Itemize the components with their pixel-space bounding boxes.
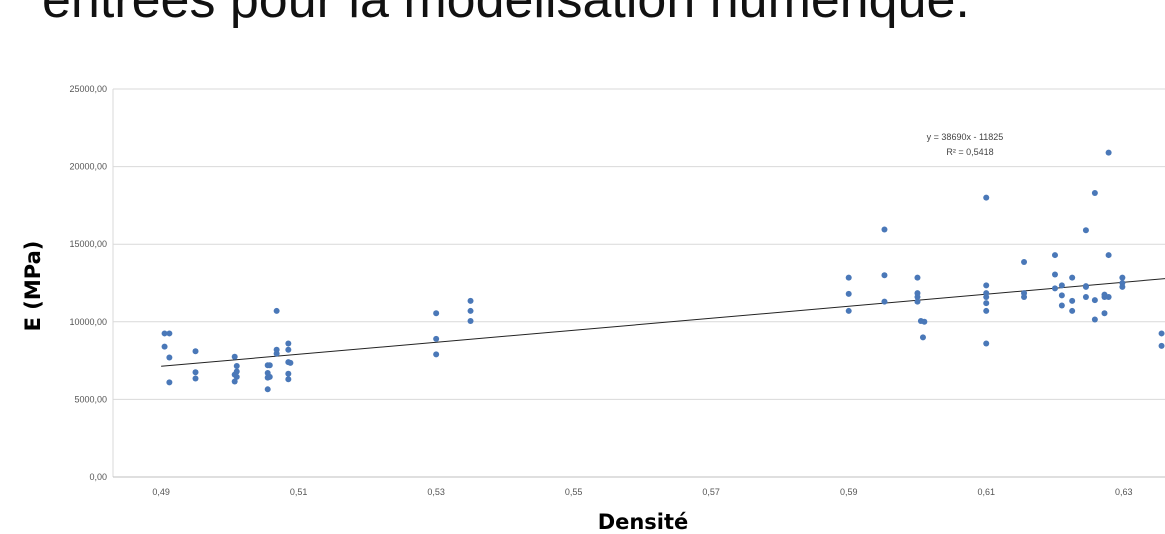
data-point	[161, 343, 168, 350]
data-point	[1158, 330, 1165, 337]
data-point	[192, 369, 199, 376]
y-tick-label: 10000,00	[69, 317, 107, 327]
x-tick-label: 0,53	[427, 487, 445, 497]
data-point	[881, 272, 888, 279]
data-point	[467, 307, 474, 314]
trendline-layer	[161, 278, 1165, 367]
data-point	[1021, 259, 1028, 266]
data-point	[1105, 252, 1112, 259]
data-point	[233, 363, 240, 370]
data-point	[273, 350, 280, 357]
x-tick-label: 0,63	[1115, 487, 1133, 497]
data-point	[914, 274, 921, 281]
data-point	[285, 376, 292, 383]
data-point	[1158, 342, 1165, 349]
x-tick-label: 0,51	[290, 487, 308, 497]
data-point	[921, 318, 928, 325]
data-point	[1058, 292, 1065, 299]
x-tick-label: 0,59	[840, 487, 858, 497]
data-point	[1091, 297, 1098, 304]
data-point	[1091, 316, 1098, 323]
data-point	[1105, 293, 1112, 300]
data-point	[231, 353, 238, 360]
data-point	[264, 386, 271, 393]
data-point	[914, 298, 921, 305]
data-point	[914, 293, 921, 300]
data-point	[1082, 283, 1089, 290]
data-point	[1051, 271, 1058, 278]
data-point	[1058, 302, 1065, 309]
data-point	[1058, 282, 1065, 289]
data-point	[983, 194, 990, 201]
data-point	[192, 375, 199, 382]
data-point	[273, 307, 280, 314]
data-point	[233, 373, 240, 380]
data-point	[1021, 293, 1028, 300]
y-tick-labels: 0,00 5000,00 10000,00 15000,00 20000,00 25000…	[69, 84, 107, 482]
data-point	[1082, 293, 1089, 300]
grid-layer	[112, 88, 1165, 478]
y-tick-label: 5000,00	[74, 394, 107, 404]
data-point	[166, 354, 173, 361]
data-point	[1101, 293, 1108, 300]
data-point	[1082, 227, 1089, 234]
data-point	[1119, 283, 1126, 290]
trendline	[161, 278, 1165, 367]
data-point	[1119, 274, 1126, 281]
y-tick-label: 0,00	[89, 472, 107, 482]
data-point	[266, 373, 273, 380]
trendline-equation: y = 38690x - 11825	[927, 132, 1004, 142]
data-point	[983, 340, 990, 347]
data-point	[266, 362, 273, 369]
data-point	[1105, 149, 1112, 156]
data-point	[983, 300, 990, 307]
data-point	[983, 282, 990, 289]
y-tick-label: 25000,00	[69, 84, 107, 94]
y-axis-title: E (MPa)	[21, 241, 45, 332]
data-point	[285, 346, 292, 353]
data-point	[285, 370, 292, 377]
data-point	[845, 307, 852, 314]
x-tick-label: 0,57	[702, 487, 720, 497]
data-point	[285, 340, 292, 347]
data-point	[467, 297, 474, 304]
data-point	[1069, 307, 1076, 314]
data-point	[166, 330, 173, 337]
slide-title: entrées pour la modélisation numérique.	[42, 0, 970, 29]
data-point	[881, 298, 888, 305]
x-tick-label: 0,61	[977, 487, 995, 497]
x-tick-label: 0,49	[152, 487, 170, 497]
data-point	[166, 379, 173, 386]
y-tick-label: 15000,00	[69, 239, 107, 249]
x-tick-labels: 0,49 0,51 0,53 0,55 0,57 0,59 0,61 0,63	[152, 487, 1132, 497]
data-point	[983, 307, 990, 314]
data-point	[1051, 252, 1058, 259]
y-tick-label: 20000,00	[69, 162, 107, 172]
data-point	[1091, 189, 1098, 196]
data-point	[1069, 297, 1076, 304]
data-point	[433, 351, 440, 358]
data-point	[287, 359, 294, 366]
data-point	[983, 293, 990, 300]
data-point	[845, 290, 852, 297]
data-point	[881, 226, 888, 233]
data-point	[433, 335, 440, 342]
trendline-r2: R² = 0,5418	[946, 147, 993, 157]
data-point	[919, 334, 926, 341]
x-axis-title: Densité	[598, 510, 689, 534]
data-point	[433, 310, 440, 317]
data-points	[161, 149, 1165, 393]
x-tick-label: 0,55	[565, 487, 583, 497]
data-point	[161, 330, 168, 337]
data-point	[467, 318, 474, 325]
data-point	[231, 378, 238, 385]
data-point	[845, 274, 852, 281]
data-point	[192, 348, 199, 355]
data-point	[1101, 310, 1108, 317]
data-point	[1051, 285, 1058, 292]
data-point	[1069, 274, 1076, 281]
